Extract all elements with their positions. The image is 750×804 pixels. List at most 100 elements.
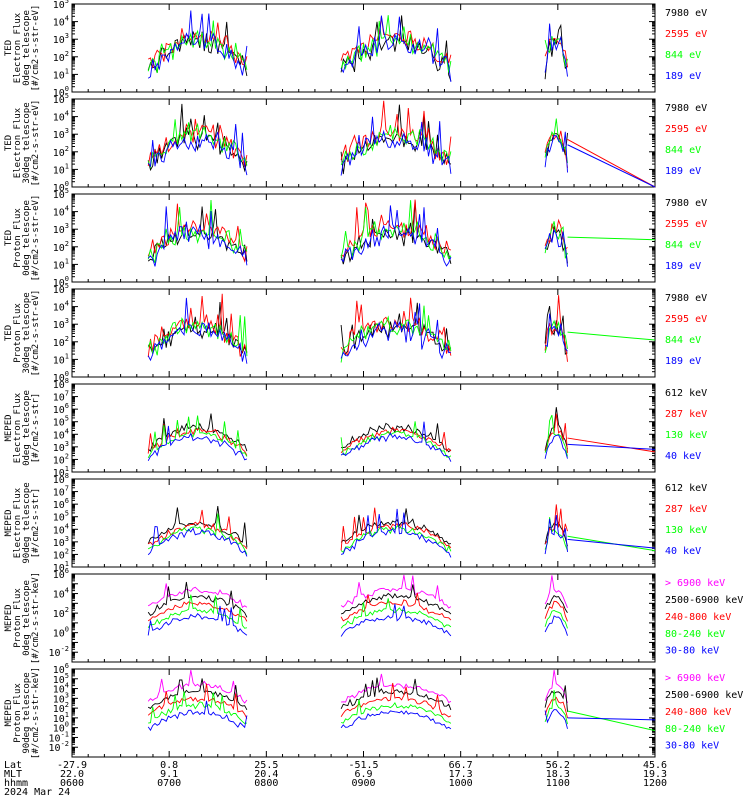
series-trace: [340, 297, 452, 357]
legend-entry-240-800-kev: 240-800 keV: [665, 707, 731, 718]
y-axis-label: Proton Flux: [13, 588, 23, 648]
y-axis-label: Proton Flux: [13, 683, 23, 743]
y-tick-label: 107: [53, 390, 69, 404]
series-trace: [147, 22, 248, 68]
series-trace: [544, 434, 568, 459]
y-axis-label: MEPED: [4, 509, 14, 536]
x-tick-label-hhmm: 0600: [60, 778, 84, 789]
legend-entry-130-kev: 130 keV: [665, 430, 707, 441]
y-axis-label: Proton Flux: [13, 208, 23, 268]
y-tick-label: 105: [53, 415, 69, 429]
series-trace: [544, 37, 568, 68]
series-trace: [544, 228, 568, 267]
series-trace: [147, 297, 248, 364]
y-tick-label: 101: [53, 352, 69, 366]
series-trace: [147, 581, 248, 618]
x-tick-label-lat: -51.5: [348, 760, 378, 771]
legend-entry-189-ev: 189 eV: [665, 71, 701, 82]
y-tick-label: 104: [53, 682, 69, 696]
series-trace: [544, 23, 568, 77]
series-trace: [340, 200, 452, 265]
legend-entry-240-800-kev: 240-800 keV: [665, 612, 731, 623]
legend-entry-40-kev: 40 keV: [665, 546, 701, 557]
y-tick-label: 101: [53, 711, 69, 725]
y-axis-label: Electron Flux: [13, 107, 23, 178]
y-axis-label: 30deg telescope: [22, 102, 32, 183]
y-axis-label: Electron Flux: [13, 392, 23, 463]
x-tick-label-lat: 66.7: [449, 760, 473, 771]
series-trace: [147, 103, 248, 173]
series-trace: [340, 15, 452, 82]
series-trace: [340, 303, 451, 360]
series-trace: [147, 123, 248, 176]
y-axis-label: TED: [4, 40, 14, 56]
series-trace: [544, 514, 568, 555]
x-tick-label-lat: 25.5: [254, 760, 278, 771]
y-axis-label: 90deg telescope: [22, 482, 32, 563]
panel-frame: [71, 3, 656, 93]
series-tail-line: [567, 710, 656, 732]
x-tick-label-mlt: 18.3: [546, 769, 570, 780]
series-trace: [340, 603, 452, 637]
series-trace: [340, 574, 452, 609]
series-trace: [544, 709, 568, 729]
series-tail-line: [567, 139, 656, 188]
y-tick-label: 105: [53, 0, 69, 11]
series-trace: [340, 200, 452, 260]
series-trace: [544, 313, 568, 352]
panel-frame: [71, 573, 656, 663]
series-trace: [340, 421, 452, 462]
series-tail-line: [567, 437, 656, 453]
y-tick-label: 102: [53, 701, 69, 715]
series-trace: [340, 116, 452, 176]
y-tick-label: 106: [53, 497, 69, 511]
series-trace: [544, 600, 568, 622]
x-tick-label-mlt: 20.4: [254, 769, 278, 780]
series-trace: [147, 669, 248, 704]
series-trace: [340, 302, 452, 356]
y-tick-label: 105: [53, 282, 69, 296]
series-trace: [341, 673, 452, 704]
x-tick-label-hhmm: 0800: [254, 778, 278, 789]
legend-entry-2595-ev: 2595 eV: [665, 314, 707, 325]
series-trace: [147, 525, 248, 557]
series-trace: [544, 615, 568, 636]
y-axis-label: MEPED: [4, 604, 14, 631]
x-tick-label-mlt: 17.3: [449, 769, 473, 780]
x-row-label-mlt: MLT: [4, 769, 22, 780]
series-trace: [148, 691, 248, 724]
y-axis-label: MEPED: [4, 414, 14, 441]
y-axis-label: [#/cm2-s-str-eV]: [31, 5, 41, 92]
panel-frame: [71, 193, 656, 283]
series-trace: [544, 610, 568, 629]
y-axis-label: [#/cm2-s-str-eV]: [31, 290, 41, 377]
series-trace: [147, 594, 248, 629]
y-tick-label: 105: [53, 510, 69, 524]
y-axis-label: TED: [4, 230, 14, 246]
legend-entry-7980-ev: 7980 eV: [665, 198, 707, 209]
y-tick-label: 104: [53, 300, 69, 314]
x-row-label-lat: Lat: [4, 760, 22, 771]
series-trace: [544, 305, 568, 355]
series-trace: [340, 421, 452, 458]
series-trace: [147, 20, 248, 74]
legend-entry-612-kev: 612 keV: [665, 483, 707, 494]
series-trace: [544, 36, 568, 67]
y-axis-label: Electron Flux: [13, 12, 23, 83]
legend-entry-30-80-kev: 30-80 keV: [665, 741, 719, 752]
y-axis-label: MEPED: [4, 699, 14, 726]
series-trace: [544, 575, 568, 608]
x-row-label-hhmm: hhmm: [4, 778, 28, 789]
y-axis-label: [#/cm2-s-str-eV]: [31, 100, 41, 187]
y-tick-label: 100: [53, 370, 69, 384]
y-tick-label: 106: [53, 662, 69, 676]
series-trace: [340, 305, 452, 363]
series-trace: [544, 690, 568, 725]
legend-entry-612-kev: 612 keV: [665, 388, 707, 399]
series-trace: [147, 425, 248, 462]
series-trace: [340, 592, 452, 622]
y-tick-label: 102: [53, 335, 69, 349]
y-tick-label: 100: [53, 275, 69, 289]
x-tick-label-hhmm: 0700: [157, 778, 181, 789]
legend-entry-80-240-kev: 80-240 keV: [665, 629, 725, 640]
